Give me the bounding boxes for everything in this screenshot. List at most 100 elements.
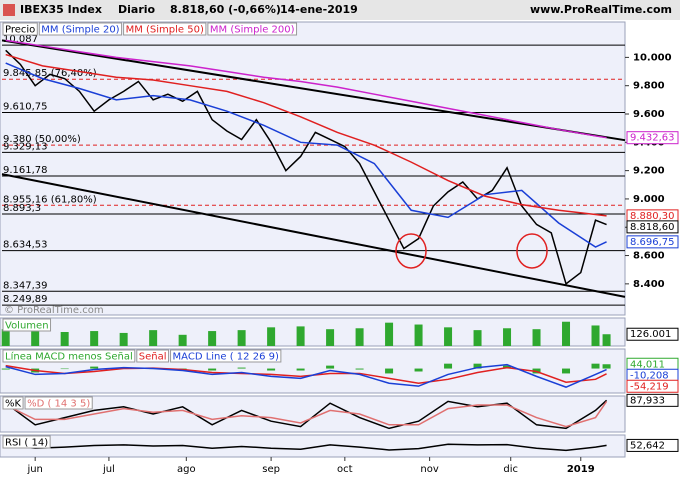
value-tag [626, 393, 679, 407]
bar [90, 366, 99, 369]
value-tag [626, 220, 679, 234]
bar [444, 327, 453, 346]
bar [473, 330, 482, 346]
bar [296, 326, 305, 346]
panel-background [0, 317, 626, 347]
level-label: 8.955,16 (61,80%) [3, 194, 97, 205]
x-tick-label: jul [102, 464, 115, 475]
legend-label: Volumen [5, 321, 49, 332]
legend-box [2, 396, 24, 410]
bar [326, 329, 335, 346]
bar [503, 328, 512, 346]
value-tag-label: 52,642 [630, 440, 665, 451]
legend-box [207, 22, 298, 36]
value-tag-label: -54,219 [630, 381, 669, 392]
bar [237, 330, 246, 346]
y-tick-label: 9.000 [633, 194, 665, 205]
legend-label: Línea MACD menos Señal [5, 351, 133, 363]
panel-background [0, 21, 626, 316]
series-line [5, 39, 607, 139]
y-tick-label: 8.600 [633, 251, 665, 262]
legend-box [2, 349, 136, 363]
legend-label: Señal [139, 352, 167, 363]
legend-box [123, 22, 207, 36]
x-tick-label: oct [337, 464, 353, 475]
legend-label: %K [5, 399, 22, 410]
value-tag-label: 8.880,30 [630, 211, 675, 222]
bar [208, 368, 217, 371]
bar [532, 329, 541, 346]
bar [267, 327, 276, 346]
highlight-circle [516, 233, 548, 269]
legend-box [38, 22, 123, 36]
value-tag [626, 131, 679, 145]
quote: 8.818,60 (-0,66%) [170, 3, 281, 16]
bar [473, 363, 482, 369]
series-line [5, 62, 607, 248]
bar [385, 322, 394, 346]
instrument: IBEX35 Index [20, 3, 102, 16]
bar [414, 324, 423, 346]
trendline [1, 39, 626, 142]
series-line [5, 49, 607, 286]
legend-label: Precio [5, 25, 35, 36]
legend-box [170, 349, 282, 363]
bar [355, 368, 364, 370]
level-label: 9.161,78 [3, 165, 48, 176]
legend-label: %D ( 14 3 5) [27, 399, 90, 410]
bar [119, 332, 128, 346]
level-label: 8.347,39 [3, 280, 48, 291]
series-line [5, 400, 608, 428]
bar [1, 329, 10, 346]
y-tick-label: 10.000 [633, 52, 672, 63]
legend-box [136, 349, 170, 363]
bar [414, 368, 423, 372]
bar [90, 331, 99, 346]
bar [1, 368, 10, 370]
bar [178, 334, 187, 346]
bar [31, 325, 40, 346]
bar [296, 368, 305, 371]
legend-label: MM (Simple 50) [126, 25, 204, 36]
x-tick-label: 2019 [567, 464, 595, 475]
value-tag-label: 9.432,63 [630, 133, 675, 144]
level-label: 8.249,89 [3, 294, 48, 305]
value-tag-label: 87,933 [630, 395, 665, 406]
x-tick-label: nov [420, 464, 438, 475]
panels: 10.0009.8009.6009.4009.2009.0008.8008.60… [0, 21, 679, 475]
legend-box [2, 22, 38, 36]
legend-label: MM (Simple 200) [210, 25, 295, 36]
y-tick-label: 9.200 [633, 166, 665, 177]
bar [237, 367, 246, 369]
bar [562, 321, 571, 346]
value-tag [626, 327, 679, 341]
series-line [5, 443, 607, 452]
legend-box [2, 435, 51, 449]
level-label: 9.380 (50,00%) [3, 134, 81, 145]
level-label: 8.893,3 [3, 203, 41, 214]
bar [385, 368, 394, 374]
bar [602, 334, 611, 346]
value-tag-label: 8.696,75 [630, 237, 675, 248]
header-bar [0, 0, 680, 20]
value-tag-label: 44,011 [630, 359, 665, 370]
bar [602, 364, 611, 369]
site: www.ProRealTime.com [530, 3, 672, 16]
header-icon [3, 4, 15, 16]
bar [60, 332, 69, 346]
series-line [5, 399, 608, 430]
level-label: 8.634,53 [3, 240, 48, 251]
bar [591, 363, 600, 369]
bar [444, 363, 453, 369]
legend-label: MM (Simple 20) [41, 25, 119, 36]
value-tag-label: 8.818,60 [630, 222, 675, 233]
x-tick-label: dic [503, 464, 518, 475]
legend-label: MACD Line ( 12 26 9) [173, 352, 279, 363]
series-line [5, 363, 607, 388]
x-tick-label: jun [26, 464, 42, 475]
value-tag-label: 126.001 [630, 329, 671, 340]
legend-box [24, 396, 93, 410]
date: 14-ene-2019 [280, 3, 358, 16]
bar [149, 330, 158, 346]
